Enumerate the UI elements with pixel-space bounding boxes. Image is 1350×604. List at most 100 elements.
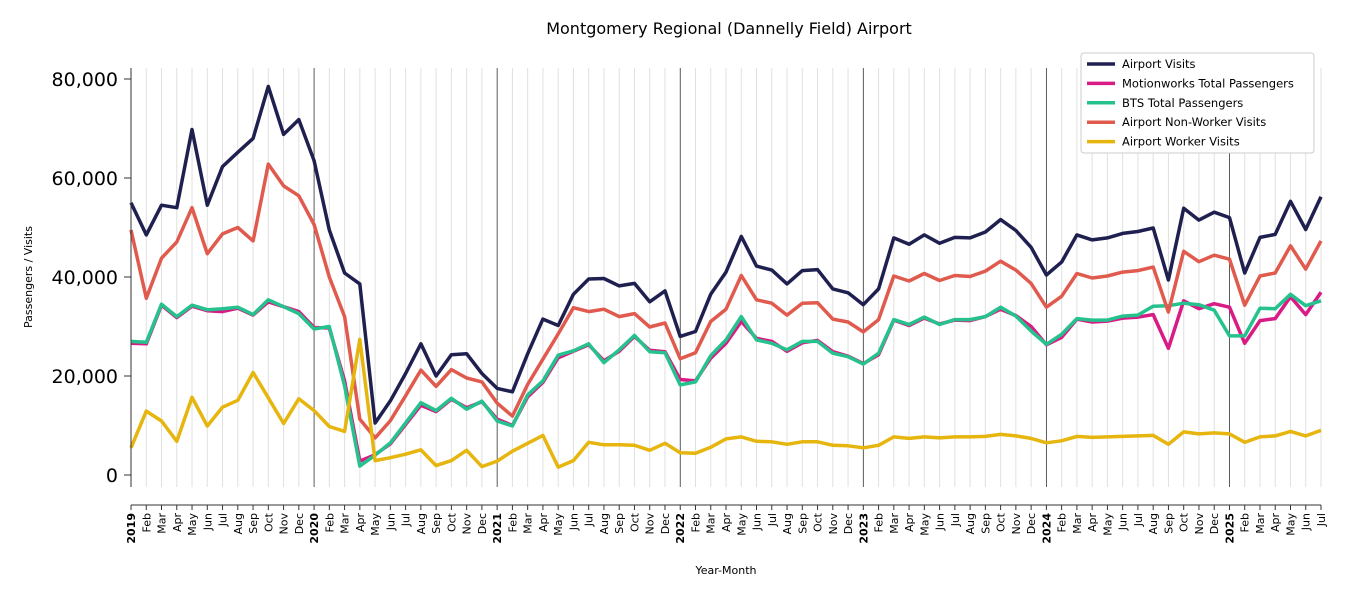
x-tick-label: Nov bbox=[644, 513, 657, 535]
x-tick-label: Feb bbox=[140, 513, 153, 532]
x-tick-label: Aug bbox=[232, 513, 245, 534]
y-tick-label: 40,000 bbox=[52, 267, 118, 289]
x-tick-label: May bbox=[1101, 513, 1114, 536]
x-tick-label: Dec bbox=[1208, 513, 1221, 534]
x-tick-label: Apr bbox=[537, 513, 550, 533]
x-tick-label: Sep bbox=[247, 513, 260, 534]
y-axis-label: Passengers / Visits bbox=[22, 226, 35, 328]
x-tick-label: Jun bbox=[384, 513, 397, 531]
x-tick-label: Jul bbox=[949, 513, 962, 527]
x-tick-label: Oct bbox=[262, 512, 275, 532]
series-line-airport-visits bbox=[129, 84, 1323, 425]
x-tick-label: Feb bbox=[506, 513, 519, 532]
x-tick-label: Feb bbox=[1239, 513, 1252, 532]
x-tick-label: Oct bbox=[1178, 512, 1191, 532]
x-tick-label: Apr bbox=[903, 513, 916, 533]
x-tick-label: Dec bbox=[659, 513, 672, 534]
legend-label: Airport Visits bbox=[1122, 57, 1196, 71]
x-tick-label: Oct bbox=[812, 512, 825, 532]
y-ticks: 0 20,000 40,000 60,000 80,000 bbox=[52, 69, 131, 487]
x-tick-label: Jul bbox=[400, 513, 413, 527]
x-tick-label: Jul bbox=[217, 513, 230, 527]
x-tick-label: Nov bbox=[1193, 513, 1206, 535]
series-line-airport-non-worker-visits bbox=[129, 162, 1323, 440]
legend: Airport Visits Motionworks Total Passenge… bbox=[1080, 52, 1315, 154]
x-tick-label: 2020 bbox=[308, 513, 321, 544]
series-line-airport-worker-visits bbox=[129, 337, 1322, 469]
x-tick-label: 2022 bbox=[674, 513, 687, 544]
x-tick-label: Mar bbox=[156, 513, 169, 534]
x-tick-label: Dec bbox=[476, 513, 489, 534]
x-tick-label: May bbox=[918, 513, 931, 536]
x-tick-label: May bbox=[1284, 513, 1297, 536]
x-tick-label: Jun bbox=[567, 513, 580, 531]
x-tick-label: 2025 bbox=[1223, 513, 1236, 544]
x-tick-label: Jun bbox=[1117, 513, 1130, 531]
x-tick-label: 2024 bbox=[1040, 513, 1053, 544]
x-tick-label: Nov bbox=[461, 513, 474, 535]
x-tick-label: Feb bbox=[873, 513, 886, 532]
x-tick-label: Dec bbox=[1025, 513, 1038, 534]
legend-label: Airport Worker Visits bbox=[1122, 135, 1240, 149]
x-tick-label: May bbox=[186, 513, 199, 536]
x-tick-label: Jul bbox=[583, 513, 596, 527]
y-tick-label: 80,000 bbox=[52, 69, 118, 91]
x-tick-label: May bbox=[369, 513, 382, 536]
y-tick-label: 60,000 bbox=[52, 168, 118, 190]
x-tick-label: Mar bbox=[888, 513, 901, 534]
x-tick-label: Dec bbox=[293, 513, 306, 534]
x-ticks: 2019 Feb Mar Apr May Jun Jul Aug Sep Oct Nov Dec 202… bbox=[125, 505, 1328, 544]
x-tick-label: Sep bbox=[979, 513, 992, 534]
x-tick-label: Jul bbox=[1315, 513, 1328, 527]
x-tick-label: Mar bbox=[1254, 513, 1267, 534]
x-axis-label: Year-Month bbox=[694, 564, 756, 577]
legend-box bbox=[1080, 52, 1315, 154]
x-tick-label: May bbox=[735, 513, 748, 536]
x-tick-label: Jul bbox=[766, 513, 779, 527]
x-tick-label: Sep bbox=[1162, 513, 1175, 534]
x-tick-label: Aug bbox=[781, 513, 794, 534]
x-tick-label: Mar bbox=[1071, 513, 1084, 534]
chart-title: Montgomery Regional (Dannelly Field) Air… bbox=[546, 19, 912, 38]
y-tick-label: 0 bbox=[106, 465, 118, 487]
x-tick-label: Sep bbox=[796, 513, 809, 534]
x-tick-label: Jul bbox=[1132, 513, 1145, 527]
x-tick-label: Apr bbox=[171, 513, 184, 533]
x-tick-label: Nov bbox=[278, 513, 291, 535]
x-tick-label: Aug bbox=[1147, 513, 1160, 534]
series-line-bts-total-passengers bbox=[130, 292, 1322, 468]
x-tick-label: Jun bbox=[751, 513, 764, 531]
x-tick-label: May bbox=[552, 513, 565, 536]
x-tick-label: Dec bbox=[842, 513, 855, 534]
legend-label: BTS Total Passengers bbox=[1122, 96, 1243, 110]
series-lines bbox=[129, 84, 1323, 469]
x-tick-label: Apr bbox=[1269, 513, 1282, 533]
x-tick-label: Aug bbox=[598, 513, 611, 534]
x-tick-label: 2023 bbox=[857, 513, 870, 544]
x-tick-label: Oct bbox=[995, 512, 1008, 532]
x-tick-label: Aug bbox=[964, 513, 977, 534]
x-tick-label: Mar bbox=[522, 513, 535, 534]
x-tick-label: Apr bbox=[1086, 513, 1099, 533]
x-tick-label: 2021 bbox=[491, 513, 504, 544]
x-tick-label: Jun bbox=[1300, 513, 1313, 531]
x-tick-label: Feb bbox=[1056, 513, 1069, 532]
x-tick-label: Oct bbox=[628, 512, 641, 532]
x-tick-label: Jun bbox=[934, 513, 947, 531]
x-tick-label: Mar bbox=[339, 513, 352, 534]
x-tick-label: Nov bbox=[1010, 513, 1023, 535]
x-tick-label: Feb bbox=[323, 513, 336, 532]
x-tick-label: Jun bbox=[201, 513, 214, 531]
x-tick-label: Sep bbox=[613, 513, 626, 534]
x-tick-label: Apr bbox=[354, 513, 367, 533]
y-tick-label: 20,000 bbox=[52, 366, 118, 388]
x-tick-label: Feb bbox=[689, 513, 702, 532]
x-tick-label: 2019 bbox=[125, 513, 138, 544]
x-tick-label: Nov bbox=[827, 513, 840, 535]
x-tick-label: Apr bbox=[720, 513, 733, 533]
x-tick-label: Mar bbox=[705, 513, 718, 534]
x-tick-label: Oct bbox=[445, 512, 458, 532]
legend-label: Airport Non-Worker Visits bbox=[1122, 115, 1266, 129]
legend-label: Motionworks Total Passengers bbox=[1122, 76, 1294, 90]
